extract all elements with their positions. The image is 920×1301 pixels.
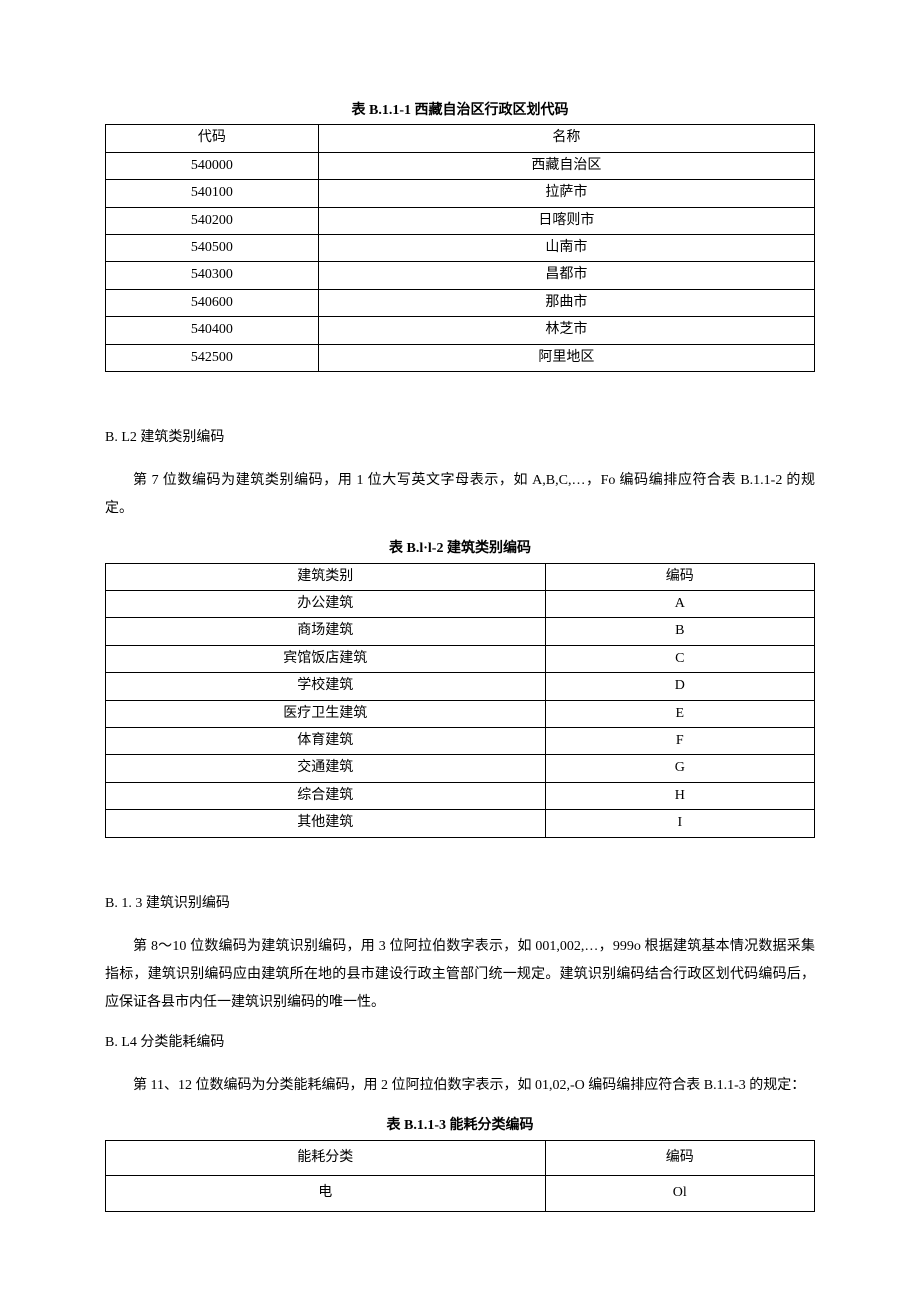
table-cell: 540000 bbox=[106, 152, 319, 179]
table-cell: D bbox=[545, 673, 814, 700]
section3-paragraph: 第 8～10 位数编码为建筑识别编码，用 3 位阿拉伯数字表示，如 001,00… bbox=[105, 933, 815, 1017]
table-cell: 阿里地区 bbox=[318, 344, 814, 371]
table-cell: B bbox=[545, 618, 814, 645]
table-row: 540600那曲市 bbox=[106, 289, 815, 316]
table2-title: 表 B.l·l-2 建筑类别编码 bbox=[105, 538, 815, 560]
table-cell: 体育建筑 bbox=[106, 728, 546, 755]
section2-heading: B. L2 建筑类别编码 bbox=[105, 427, 815, 449]
table1: 代码 名称 540000西藏自治区540100拉萨市540200日喀则市5405… bbox=[105, 124, 815, 372]
table-cell: 办公建筑 bbox=[106, 591, 546, 618]
table-cell: 540300 bbox=[106, 262, 319, 289]
table3-title: 表 B.1.1-3 能耗分类编码 bbox=[105, 1115, 815, 1137]
table-cell: I bbox=[545, 810, 814, 837]
table-cell: 山南市 bbox=[318, 234, 814, 261]
table-row: 办公建筑A bbox=[106, 591, 815, 618]
section4-heading: B. L4 分类能耗编码 bbox=[105, 1032, 815, 1054]
table-cell: 医疗卫生建筑 bbox=[106, 700, 546, 727]
table3-body: 电Ol bbox=[106, 1176, 815, 1211]
table-header-row: 代码 名称 bbox=[106, 125, 815, 152]
table-cell: 交通建筑 bbox=[106, 755, 546, 782]
table-row: 商场建筑B bbox=[106, 618, 815, 645]
table-row: 540300昌都市 bbox=[106, 262, 815, 289]
table-cell: 昌都市 bbox=[318, 262, 814, 289]
table-cell: C bbox=[545, 645, 814, 672]
table-cell: 542500 bbox=[106, 344, 319, 371]
section2-paragraph: 第 7 位数编码为建筑类别编码，用 1 位大写英文字母表示，如 A,B,C,…，… bbox=[105, 467, 815, 523]
table-row: 电Ol bbox=[106, 1176, 815, 1211]
table-cell: 那曲市 bbox=[318, 289, 814, 316]
table-cell: 学校建筑 bbox=[106, 673, 546, 700]
table-cell: 西藏自治区 bbox=[318, 152, 814, 179]
table-cell: E bbox=[545, 700, 814, 727]
table-cell: 540200 bbox=[106, 207, 319, 234]
table-cell: 综合建筑 bbox=[106, 782, 546, 809]
table2: 建筑类别 编码 办公建筑A商场建筑B宾馆饭店建筑C学校建筑D医疗卫生建筑E体育建… bbox=[105, 563, 815, 838]
table-row: 542500阿里地区 bbox=[106, 344, 815, 371]
table-cell: F bbox=[545, 728, 814, 755]
table2-body: 办公建筑A商场建筑B宾馆饭店建筑C学校建筑D医疗卫生建筑E体育建筑F交通建筑G综… bbox=[106, 591, 815, 838]
table-cell: A bbox=[545, 591, 814, 618]
table-header-row: 能耗分类 编码 bbox=[106, 1140, 815, 1175]
section3-heading: B. 1. 3 建筑识别编码 bbox=[105, 893, 815, 915]
table-row: 540500山南市 bbox=[106, 234, 815, 261]
table2-header-code: 编码 bbox=[545, 563, 814, 590]
table-row: 体育建筑F bbox=[106, 728, 815, 755]
table-cell: 宾馆饭店建筑 bbox=[106, 645, 546, 672]
table-cell: 540500 bbox=[106, 234, 319, 261]
section4-paragraph: 第 11、12 位数编码为分类能耗编码，用 2 位阿拉伯数字表示，如 01,02… bbox=[105, 1072, 815, 1100]
table3-header-type: 能耗分类 bbox=[106, 1140, 546, 1175]
table-row: 学校建筑D bbox=[106, 673, 815, 700]
table-cell: 540600 bbox=[106, 289, 319, 316]
table2-header-type: 建筑类别 bbox=[106, 563, 546, 590]
table1-title: 表 B.1.1-1 西藏自治区行政区划代码 bbox=[105, 100, 815, 122]
table-cell: 商场建筑 bbox=[106, 618, 546, 645]
table3: 能耗分类 编码 电Ol bbox=[105, 1140, 815, 1212]
table-row: 540100拉萨市 bbox=[106, 180, 815, 207]
table-cell: 电 bbox=[106, 1176, 546, 1211]
table-row: 宾馆饭店建筑C bbox=[106, 645, 815, 672]
table-row: 540000西藏自治区 bbox=[106, 152, 815, 179]
table-row: 其他建筑I bbox=[106, 810, 815, 837]
table1-header-code: 代码 bbox=[106, 125, 319, 152]
table-row: 540400林芝市 bbox=[106, 317, 815, 344]
table-cell: 拉萨市 bbox=[318, 180, 814, 207]
table1-header-name: 名称 bbox=[318, 125, 814, 152]
table3-header-code: 编码 bbox=[545, 1140, 814, 1175]
table-cell: 其他建筑 bbox=[106, 810, 546, 837]
table-cell: H bbox=[545, 782, 814, 809]
table-cell: G bbox=[545, 755, 814, 782]
table-cell: 540400 bbox=[106, 317, 319, 344]
table-row: 交通建筑G bbox=[106, 755, 815, 782]
table-header-row: 建筑类别 编码 bbox=[106, 563, 815, 590]
table1-body: 540000西藏自治区540100拉萨市540200日喀则市540500山南市5… bbox=[106, 152, 815, 371]
table-cell: 林芝市 bbox=[318, 317, 814, 344]
table-row: 540200日喀则市 bbox=[106, 207, 815, 234]
table-row: 医疗卫生建筑E bbox=[106, 700, 815, 727]
table-row: 综合建筑H bbox=[106, 782, 815, 809]
table-cell: Ol bbox=[545, 1176, 814, 1211]
table-cell: 540100 bbox=[106, 180, 319, 207]
table-cell: 日喀则市 bbox=[318, 207, 814, 234]
